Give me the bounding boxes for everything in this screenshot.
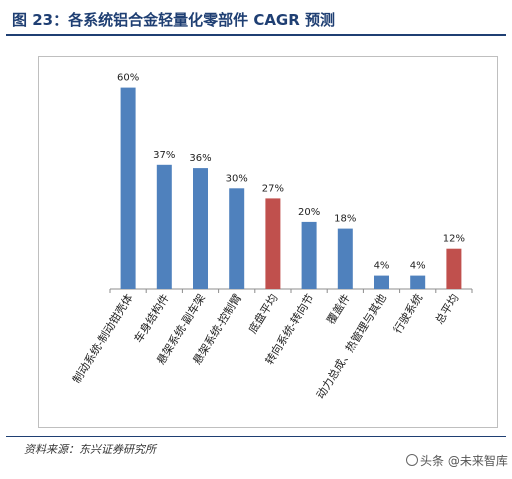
category-label-4: 底盘平均	[245, 291, 280, 336]
bar-8	[410, 275, 426, 289]
category-label-9: 总平均	[432, 291, 461, 326]
data-label-6: 18%	[334, 214, 356, 225]
category-label-7: 动力总成、热管理与其他	[313, 291, 389, 401]
source-divider	[6, 436, 506, 437]
data-label-7: 4%	[374, 261, 390, 272]
bar-9	[446, 248, 462, 289]
title-divider	[6, 34, 506, 36]
bar-1	[156, 164, 172, 289]
bar-5	[301, 221, 317, 289]
source-note: 资料来源：东兴证券研究所	[24, 443, 156, 456]
category-label-8: 行驶系统	[390, 291, 425, 336]
data-label-2: 36%	[189, 153, 211, 164]
bar-0	[120, 87, 136, 289]
data-label-3: 30%	[226, 173, 248, 184]
category-label-6: 覆盖件	[323, 291, 352, 326]
data-label-9: 12%	[443, 234, 465, 245]
category-label-0: 制动系统-制动钳壳体	[69, 291, 135, 386]
data-label-0: 60%	[117, 73, 139, 84]
chart-axes	[109, 288, 473, 293]
chart-data-labels: 60% 37% 36% 30% 27% 20% 18% 4% 4% 12%	[117, 73, 465, 272]
data-label-1: 37%	[153, 150, 175, 161]
watermark-icon	[406, 454, 418, 466]
watermark: 头条 @未来智库	[402, 451, 512, 470]
bar-4	[265, 198, 281, 289]
bar-3	[229, 188, 245, 289]
bar-6	[337, 228, 353, 289]
watermark-text: 头条 @未来智库	[420, 454, 508, 468]
bar-7	[374, 275, 389, 289]
title-bar: 图 23：各系统铝合金轻量化零部件 CAGR 预测	[6, 4, 506, 34]
category-label-1: 车身结构件	[131, 291, 172, 345]
bar-2	[193, 168, 208, 289]
data-label-8: 4%	[410, 261, 426, 272]
chart-bars	[120, 87, 462, 289]
chart-title: 图 23：各系统铝合金轻量化零部件 CAGR 预测	[12, 11, 336, 29]
data-label-4: 27%	[262, 183, 284, 194]
data-label-5: 20%	[298, 207, 320, 218]
